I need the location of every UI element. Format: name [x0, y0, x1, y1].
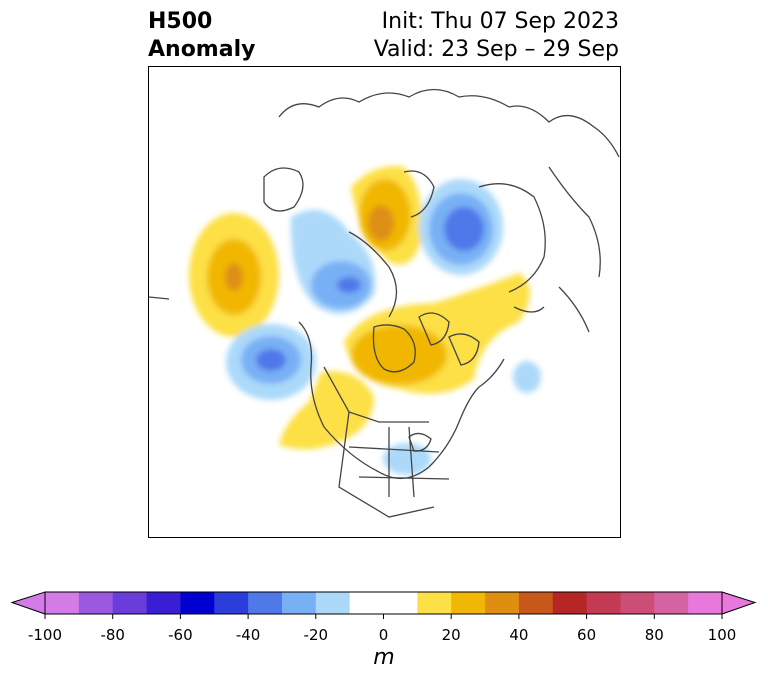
anomaly-positive-western-canada [279, 371, 374, 450]
anomaly-shading [189, 166, 541, 475]
colorbar-tick-label: 20 [441, 626, 461, 644]
title-variable: H500 [148, 9, 213, 34]
colorbar-tick-label: -100 [27, 626, 63, 644]
colorbar-cell [112, 592, 148, 614]
colorbar-cell [248, 592, 283, 614]
colorbar-cell [45, 592, 80, 614]
colorbar [10, 591, 757, 619]
anomaly-positive-arctic-peak [368, 205, 394, 241]
colorbar-tick-label: -60 [168, 626, 193, 644]
init-date: Init: Thu 07 Sep 2023 [381, 9, 619, 34]
colorbar-cell [586, 592, 621, 614]
colorbar-cell [180, 592, 215, 614]
anomaly-positive-hudson-core [351, 325, 447, 385]
colorbar-unit: m [373, 645, 395, 670]
colorbar-cell [417, 592, 452, 614]
colorbar-cell [146, 592, 181, 614]
colorbar-tick-label: 100 [707, 626, 737, 644]
colorbar-cell [451, 592, 486, 614]
colorbar-cell [214, 592, 249, 614]
colorbar-tick-label: -20 [303, 626, 329, 644]
colorbar-tick-label: 0 [378, 626, 389, 644]
colorbar-ticks [44, 614, 723, 619]
colorbar-cell [552, 592, 588, 614]
anomaly-map [148, 66, 621, 538]
colorbar-extend-high [721, 591, 757, 615]
anomaly-positive-north-pacific-peak [225, 263, 243, 291]
colorbar-cells [45, 592, 723, 614]
colorbar-cell [654, 592, 689, 614]
anomaly-map-canvas [149, 67, 620, 537]
anomaly-negative-kara-peak [444, 207, 484, 251]
anomaly-negative-alaska-peak [337, 277, 361, 293]
colorbar-tick-label: 40 [509, 626, 529, 644]
colorbar-tick-label: 60 [577, 626, 597, 644]
colorbar-tick-label: -40 [235, 626, 261, 644]
valid-range: Valid: 23 Sep – 29 Sep [373, 37, 619, 62]
colorbar-tick-label: -80 [100, 626, 125, 644]
colorbar-cell [518, 592, 554, 614]
colorbar-cell [349, 592, 418, 614]
colorbar-tick-label: 80 [644, 626, 664, 644]
anomaly-negative-gulf-peak [256, 349, 286, 371]
map-title: H500 Anomaly [148, 8, 255, 64]
colorbar-extend-low [10, 591, 46, 615]
anomaly-negative-north-atlantic [513, 361, 541, 393]
colorbar-cell [620, 592, 655, 614]
colorbar-cell [315, 592, 351, 614]
colorbar-cell [688, 592, 723, 614]
coastlines [149, 88, 620, 518]
colorbar-cell [485, 592, 520, 614]
colorbar-cell [78, 592, 114, 614]
colorbar-cell [281, 592, 317, 614]
title-field: Anomaly [148, 37, 256, 62]
map-dates: Init: Thu 07 Sep 2023 Valid: 23 Sep – 29… [374, 8, 619, 64]
